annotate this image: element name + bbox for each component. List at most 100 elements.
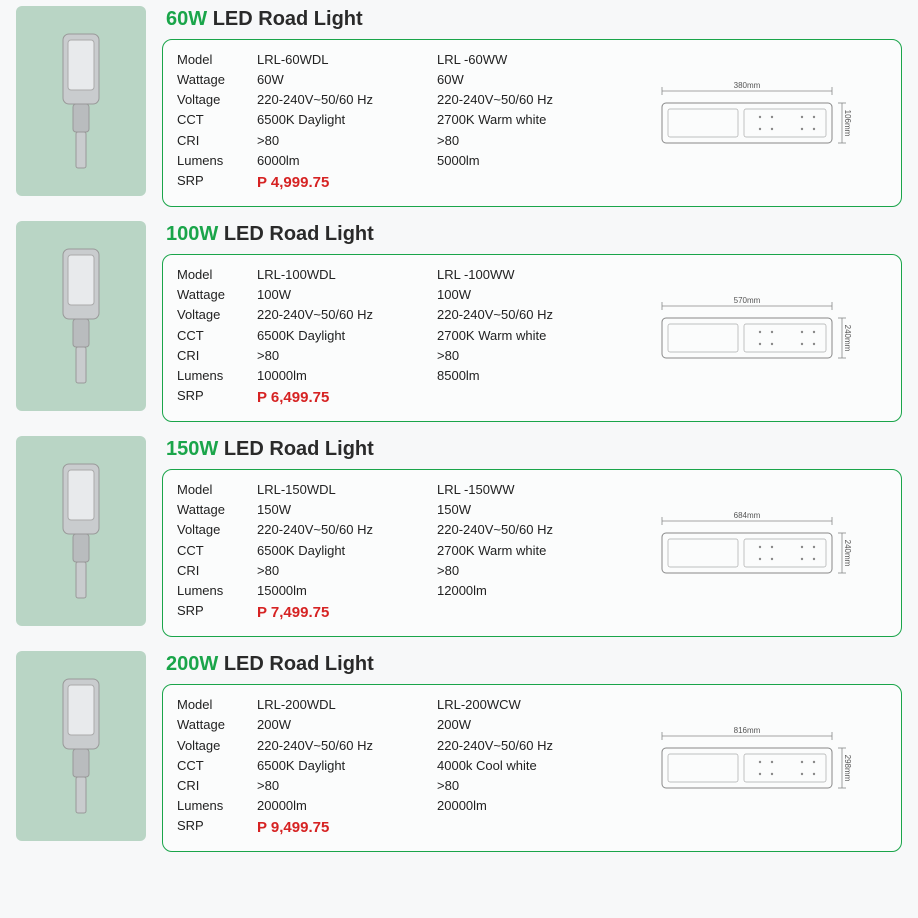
spec-lumens: 20000lm: [437, 796, 617, 816]
spec-label: Wattage: [177, 70, 257, 90]
spec-box: ModelWattageVoltageCCTCRILumensSRP LRL-2…: [162, 684, 902, 852]
spec-cct: 4000k Cool white: [437, 756, 617, 776]
spec-srp: P 6,499.75: [257, 386, 437, 409]
title-wattage: 100W: [166, 223, 218, 245]
spec-label: Model: [177, 695, 257, 715]
spec-wattage: 150W: [437, 500, 617, 520]
spec-lumens: 12000lm: [437, 581, 617, 601]
spec-wattage: 200W: [437, 715, 617, 735]
dimension-diagram: 684mm 240mm: [652, 507, 852, 597]
spec-label: Wattage: [177, 715, 257, 735]
spec-labels-col: ModelWattageVoltageCCTCRILumensSRP: [177, 50, 257, 194]
spec-label: Voltage: [177, 90, 257, 110]
spec-label: Voltage: [177, 736, 257, 756]
product-row: 150W LED Road Light ModelWattageVoltageC…: [16, 436, 902, 637]
svg-text:684mm: 684mm: [734, 511, 761, 520]
spec-cri: >80: [437, 561, 617, 581]
product-thumbnail: [16, 436, 146, 626]
spec-wattage: 100W: [257, 285, 437, 305]
spec-box: ModelWattageVoltageCCTCRILumensSRP LRL-6…: [162, 39, 902, 207]
spec-voltage: 220-240V~50/60 Hz: [437, 520, 617, 540]
spec-col-b: LRL -100WW 100W 220-240V~50/60 Hz 2700K …: [437, 265, 617, 409]
title-rest: LED Road Light: [213, 8, 363, 30]
spec-cri: >80: [437, 346, 617, 366]
spec-wattage: 150W: [257, 500, 437, 520]
product-row: 100W LED Road Light ModelWattageVoltageC…: [16, 221, 902, 422]
streetlight-icon: [51, 241, 111, 391]
spec-model: LRL -100WW: [437, 265, 617, 285]
dimension-diagram: 570mm 240mm: [652, 292, 852, 382]
spec-label: Model: [177, 265, 257, 285]
title-wattage: 60W: [166, 8, 207, 30]
spec-label: SRP: [177, 601, 257, 621]
spec-wattage: 100W: [437, 285, 617, 305]
title-wattage: 200W: [166, 653, 218, 675]
spec-lumens: 5000lm: [437, 151, 617, 171]
spec-lumens: 10000lm: [257, 366, 437, 386]
spec-col-a: LRL-60WDL 60W 220-240V~50/60 Hz 6500K Da…: [257, 50, 437, 194]
spec-col-a: LRL-150WDL 150W 220-240V~50/60 Hz 6500K …: [257, 480, 437, 624]
spec-cri: >80: [257, 561, 437, 581]
spec-cct: 2700K Warm white: [437, 326, 617, 346]
spec-model: LRL-150WDL: [257, 480, 437, 500]
spec-labels-col: ModelWattageVoltageCCTCRILumensSRP: [177, 480, 257, 624]
spec-label: CCT: [177, 326, 257, 346]
spec-col-b: LRL -150WW 150W 220-240V~50/60 Hz 2700K …: [437, 480, 617, 624]
spec-voltage: 220-240V~50/60 Hz: [437, 90, 617, 110]
spec-cri: >80: [437, 131, 617, 151]
spec-label: Lumens: [177, 581, 257, 601]
spec-label: Voltage: [177, 305, 257, 325]
spec-cct: 6500K Daylight: [257, 541, 437, 561]
spec-wattage: 60W: [437, 70, 617, 90]
product-row: 200W LED Road Light ModelWattageVoltageC…: [16, 651, 902, 852]
spec-labels-col: ModelWattageVoltageCCTCRILumensSRP: [177, 265, 257, 409]
spec-labels-col: ModelWattageVoltageCCTCRILumensSRP: [177, 695, 257, 839]
spec-lumens: 8500lm: [437, 366, 617, 386]
spec-label: Wattage: [177, 285, 257, 305]
spec-srp: P 4,999.75: [257, 171, 437, 194]
spec-label: CRI: [177, 131, 257, 151]
spec-label: SRP: [177, 171, 257, 191]
product-thumbnail: [16, 221, 146, 411]
spec-cri: >80: [437, 776, 617, 796]
spec-srp-empty: [437, 171, 617, 191]
svg-text:816mm: 816mm: [734, 726, 761, 735]
svg-text:240mm: 240mm: [843, 540, 852, 567]
spec-srp: P 7,499.75: [257, 601, 437, 624]
spec-cri: >80: [257, 131, 437, 151]
spec-wattage: 200W: [257, 715, 437, 735]
spec-label: Lumens: [177, 151, 257, 171]
spec-model: LRL -60WW: [437, 50, 617, 70]
product-title: 200W LED Road Light: [166, 653, 902, 676]
spec-voltage: 220-240V~50/60 Hz: [437, 736, 617, 756]
title-rest: LED Road Light: [224, 653, 374, 675]
spec-label: CCT: [177, 110, 257, 130]
spec-voltage: 220-240V~50/60 Hz: [257, 520, 437, 540]
product-title: 150W LED Road Light: [166, 438, 902, 461]
spec-cct: 6500K Daylight: [257, 326, 437, 346]
title-rest: LED Road Light: [224, 438, 374, 460]
spec-lumens: 20000lm: [257, 796, 437, 816]
spec-box: ModelWattageVoltageCCTCRILumensSRP LRL-1…: [162, 254, 902, 422]
spec-label: Wattage: [177, 500, 257, 520]
spec-label: SRP: [177, 386, 257, 406]
product-thumbnail: [16, 651, 146, 841]
diagram-wrap: 816mm 298mm: [617, 695, 887, 839]
spec-model: LRL -150WW: [437, 480, 617, 500]
spec-srp: P 9,499.75: [257, 816, 437, 839]
product-row: 60W LED Road Light ModelWattageVoltageCC…: [16, 6, 902, 207]
spec-box: ModelWattageVoltageCCTCRILumensSRP LRL-1…: [162, 469, 902, 637]
streetlight-icon: [51, 26, 111, 176]
product-thumbnail: [16, 6, 146, 196]
spec-model: LRL-200WDL: [257, 695, 437, 715]
spec-model: LRL-60WDL: [257, 50, 437, 70]
svg-text:240mm: 240mm: [843, 325, 852, 352]
spec-model: LRL-200WCW: [437, 695, 617, 715]
svg-text:570mm: 570mm: [734, 296, 761, 305]
spec-cct: 6500K Daylight: [257, 756, 437, 776]
spec-label: CRI: [177, 776, 257, 796]
spec-label: SRP: [177, 816, 257, 836]
spec-label: CCT: [177, 541, 257, 561]
title-wattage: 150W: [166, 438, 218, 460]
spec-label: Lumens: [177, 366, 257, 386]
